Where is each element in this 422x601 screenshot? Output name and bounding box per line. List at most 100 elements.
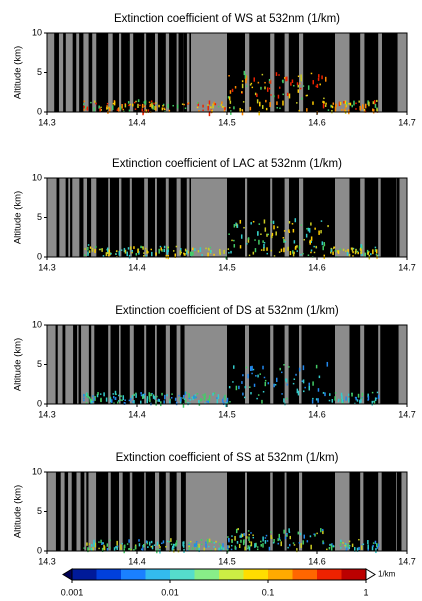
gap-band (191, 325, 227, 404)
texture (270, 221, 273, 223)
texture (159, 245, 162, 248)
texture (100, 539, 102, 544)
texture (330, 104, 332, 108)
texture (364, 252, 367, 258)
texture (307, 85, 310, 90)
texture (117, 400, 120, 402)
x-tick-label: 14.7 (398, 117, 416, 127)
panel-title: Extinction coefficient of WS at 532nm (1… (114, 13, 340, 25)
profile-stripe (88, 325, 92, 404)
texture (262, 240, 264, 243)
texture (187, 103, 189, 105)
gap-stripe (270, 472, 273, 551)
texture (255, 374, 257, 377)
texture (280, 371, 283, 374)
gap-stripe (378, 472, 382, 551)
texture (142, 246, 144, 250)
x-tick-label: 14.4 (128, 556, 146, 566)
texture (127, 101, 130, 104)
texture (256, 93, 258, 97)
profile-band (227, 325, 335, 404)
texture (288, 366, 290, 368)
texture (129, 103, 131, 106)
texture (83, 399, 85, 402)
texture (152, 104, 154, 110)
texture (298, 245, 301, 250)
texture (109, 396, 112, 399)
texture (293, 240, 296, 244)
texture (231, 539, 233, 544)
texture (240, 533, 243, 538)
texture (91, 400, 93, 404)
texture (302, 85, 305, 87)
texture (284, 240, 287, 243)
profile-stripe (54, 33, 59, 112)
texture (244, 74, 247, 79)
texture (116, 109, 119, 111)
texture (142, 393, 145, 397)
texture (253, 383, 256, 387)
texture (241, 109, 243, 111)
plot-area (46, 177, 408, 260)
texture (194, 394, 197, 396)
texture (373, 400, 376, 405)
texture (220, 549, 222, 551)
texture (93, 107, 95, 112)
texture (93, 539, 95, 545)
texture (158, 248, 160, 254)
texture (322, 246, 324, 251)
texture (198, 546, 200, 548)
colorbar-swatch (170, 569, 195, 580)
texture (306, 228, 308, 230)
texture (142, 395, 144, 400)
texture (313, 251, 316, 254)
gap-stripe (129, 325, 134, 404)
texture (321, 528, 324, 531)
texture (314, 227, 316, 230)
gap-stripe (108, 325, 111, 404)
texture (128, 548, 130, 551)
texture (276, 226, 279, 229)
texture (233, 106, 235, 110)
texture (228, 233, 230, 235)
texture (280, 248, 283, 252)
texture (299, 532, 302, 536)
texture (227, 536, 229, 538)
texture (324, 76, 327, 82)
texture (258, 223, 261, 225)
texture (162, 103, 165, 106)
texture (375, 253, 378, 256)
texture (256, 397, 258, 400)
colorbar-label: 1/km (378, 570, 396, 579)
texture (269, 102, 271, 108)
texture (167, 103, 169, 109)
gap-stripe (299, 472, 303, 551)
colorbar-swatch (96, 569, 122, 580)
texture (288, 93, 291, 99)
texture (315, 364, 318, 369)
texture (203, 547, 206, 552)
texture (107, 254, 110, 257)
texture (275, 72, 278, 76)
texture (144, 100, 147, 105)
texture (317, 77, 320, 81)
texture (236, 224, 239, 228)
colorbar-swatch (341, 569, 367, 580)
y-tick-label: 10 (32, 27, 42, 37)
texture (157, 398, 160, 402)
texture (217, 394, 220, 400)
y-tick-label: 5 (37, 67, 42, 77)
texture (109, 539, 111, 542)
profile-stripe (56, 178, 60, 257)
y-tick-label: 5 (37, 506, 42, 516)
gap-stripe (144, 33, 147, 112)
texture (239, 245, 242, 249)
texture (252, 251, 255, 255)
texture (343, 108, 346, 113)
texture (264, 81, 266, 84)
texture (99, 393, 102, 395)
texture (238, 543, 241, 549)
texture (87, 246, 89, 251)
texture (98, 547, 100, 550)
texture (288, 231, 291, 233)
